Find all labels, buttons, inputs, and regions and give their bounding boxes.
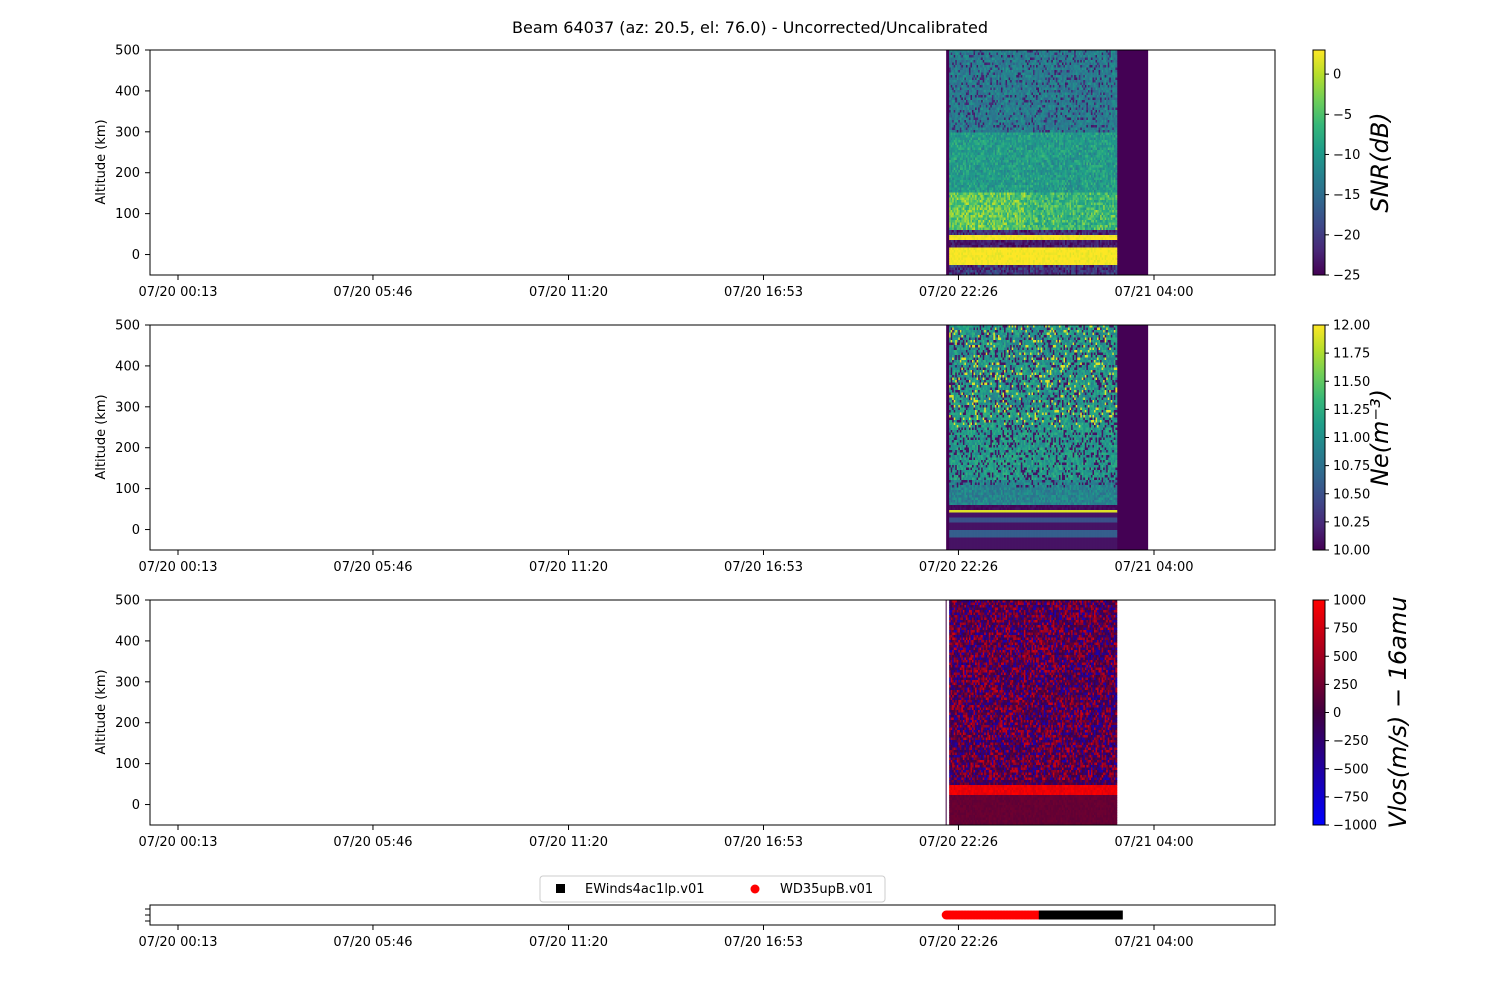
heatmap-cell <box>1115 63 1117 66</box>
heatmap-cell <box>1115 123 1117 126</box>
heatmap-cell <box>1115 75 1117 78</box>
heatmap-cell <box>1115 120 1117 123</box>
heatmap-cell <box>1115 145 1117 148</box>
heatmap-cell <box>1115 148 1117 151</box>
heatmap-cell <box>1115 95 1117 98</box>
heatmap-cell <box>1115 150 1117 153</box>
heatmap-cell <box>1115 113 1117 116</box>
heatmap-cell <box>1115 130 1117 133</box>
heatmap-cell <box>1115 143 1117 146</box>
heatmap-cell <box>1115 138 1117 141</box>
heatmap-cell <box>1115 60 1117 63</box>
heatmap-cell <box>1115 128 1117 131</box>
heatmap-cell <box>1115 110 1117 113</box>
heatmap-cell <box>1115 83 1117 86</box>
heatmap-cell <box>1115 88 1117 91</box>
heatmap-cell <box>1115 108 1117 111</box>
figure-title: Beam 64037 (az: 20.5, el: 76.0) - Uncorr… <box>512 18 988 37</box>
heatmap-cell <box>1115 140 1117 143</box>
heatmap-cell <box>1115 53 1117 56</box>
snr-heatmap <box>946 50 1148 275</box>
heatmap-cell <box>1115 78 1117 81</box>
heatmap-cell <box>1115 93 1117 96</box>
heatmap-cell <box>1115 68 1117 71</box>
heatmap-cell <box>1115 105 1117 108</box>
heatmap-cell <box>1115 80 1117 83</box>
heatmap-cell <box>1115 103 1117 106</box>
heatmap-cell <box>1115 65 1117 68</box>
heatmap-cell <box>1115 100 1117 103</box>
heatmap-cell <box>1115 125 1117 128</box>
heatmap-cell <box>1115 70 1117 73</box>
heatmap-cell <box>1115 98 1117 101</box>
heatmap-cell <box>1115 135 1117 138</box>
heatmap-cell <box>1115 85 1117 88</box>
heatmap-cell <box>1115 90 1117 93</box>
heatmap-cell <box>1115 115 1117 118</box>
heatmap-cell <box>1115 155 1117 158</box>
heatmap-cell <box>1115 73 1117 76</box>
heatmap-cell <box>1115 58 1117 61</box>
heatmap-cell <box>1115 55 1117 58</box>
heatmap-cell <box>1115 153 1117 156</box>
heatmap-cell <box>1115 133 1117 136</box>
heatmap-cell <box>1115 118 1117 121</box>
